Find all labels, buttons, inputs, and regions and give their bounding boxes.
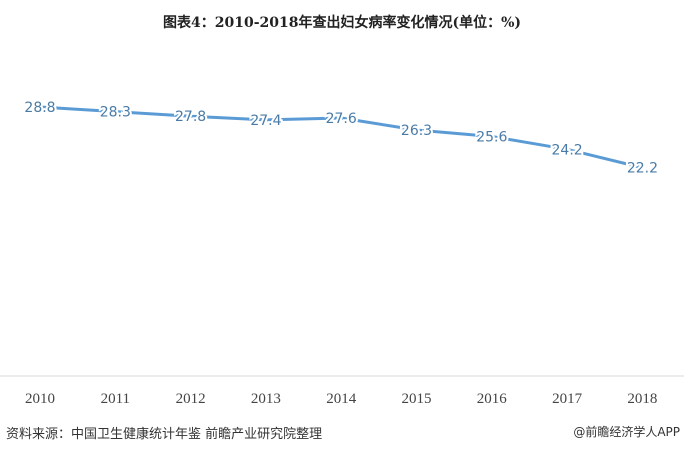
x-tick-label: 2015: [402, 391, 432, 407]
chart-title: 图表4：2010-2018年查出妇女病率变化情况(单位：%): [162, 15, 522, 31]
data-label: 28.3: [100, 105, 131, 121]
x-tick-label: 2012: [176, 391, 206, 407]
data-label: 27.4: [250, 113, 281, 129]
data-label: 25.6: [476, 129, 507, 145]
x-tick-label: 2017: [552, 391, 583, 407]
data-label: 24.2: [552, 142, 583, 158]
x-tick-label: 2010: [25, 391, 55, 407]
series-line: [39, 105, 643, 170]
x-tick-label: 2018: [627, 391, 657, 407]
data-label: 28.8: [24, 100, 55, 116]
x-tick-label: 2016: [477, 391, 508, 407]
source-note: 资料来源：中国卫生健康统计年鉴 前瞻产业研究院整理: [6, 427, 323, 442]
x-tick-label: 2014: [326, 391, 357, 407]
data-label: 27.6: [326, 111, 357, 127]
data-label: 27.8: [175, 109, 206, 125]
data-label: 22.2: [627, 161, 658, 177]
credit: @前瞻经济学人APP: [573, 425, 680, 439]
x-tick-label: 2011: [101, 391, 130, 407]
data-label: 26.3: [401, 123, 432, 139]
x-tick-label: 2013: [251, 391, 281, 407]
